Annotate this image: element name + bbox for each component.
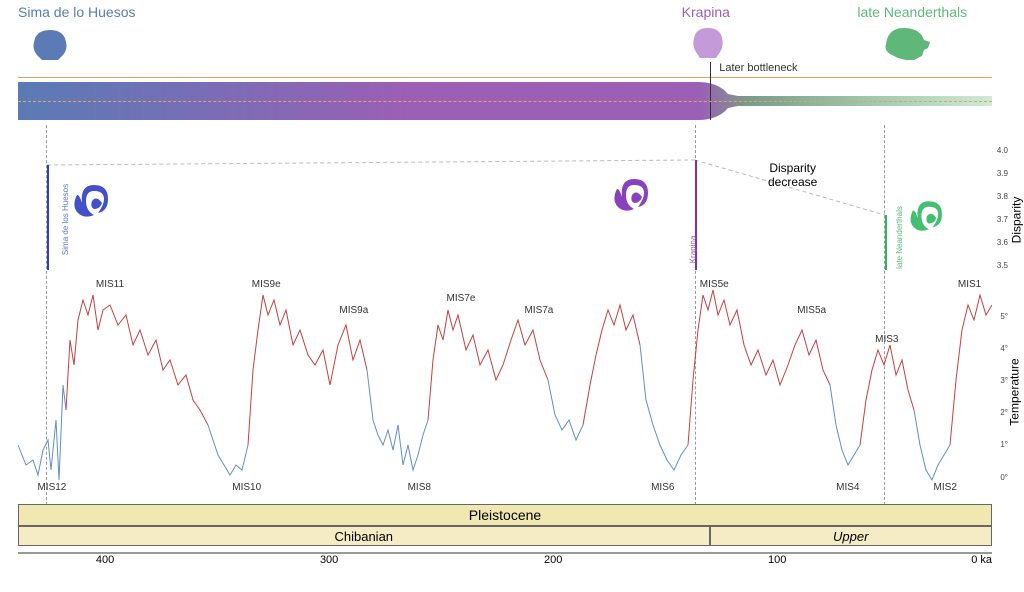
pleistocene-bar: Pleistocene bbox=[18, 504, 992, 526]
krapina-label: Krapina bbox=[682, 4, 730, 20]
mis-label: MIS8 bbox=[408, 482, 431, 493]
ka-label: 0 ka bbox=[971, 554, 992, 566]
mis-label: MIS9e bbox=[252, 279, 281, 290]
temperature-curve bbox=[18, 270, 992, 500]
krapina-sample-label: Krapina bbox=[689, 236, 698, 264]
mis-label: MIS3 bbox=[875, 334, 898, 345]
sima-label: Sima de lo Huesos bbox=[18, 4, 136, 20]
disparity-section: 3.5 3.6 3.7 3.8 3.9 4.0 Disparity Sima d… bbox=[18, 155, 992, 270]
mis-label: MIS9a bbox=[339, 305, 368, 316]
skull-icon-krapina bbox=[686, 24, 730, 64]
upper-bar: Upper bbox=[710, 526, 992, 546]
cochlea-icon-late-n bbox=[899, 190, 955, 246]
geological-time-bar: Pleistocene Chibanian Upper bbox=[18, 504, 992, 546]
late-n-label: late Neanderthals bbox=[857, 4, 967, 20]
cochlea-icon-sima bbox=[62, 173, 122, 233]
mis-label: MIS2 bbox=[934, 482, 957, 493]
bottleneck-label: Later bottleneck bbox=[719, 62, 797, 74]
disparity-decrease-text: Disparity decrease bbox=[768, 161, 817, 189]
mis-label: MIS12 bbox=[37, 482, 66, 493]
mis-label: MIS5e bbox=[700, 279, 729, 290]
disparity-axis-label: Disparity bbox=[1010, 196, 1024, 243]
mis-label: MIS5a bbox=[797, 305, 826, 316]
temperature-axis-label: Temperature bbox=[1007, 358, 1021, 425]
mis-label: MIS6 bbox=[651, 482, 674, 493]
skull-icon-late-n bbox=[880, 22, 936, 64]
chibanian-bar: Chibanian bbox=[18, 526, 710, 546]
top-labels: Sima de lo Huesos Krapina late Neanderth… bbox=[18, 4, 994, 24]
temperature-section: MIS11 MIS12 MIS9e MIS9a MIS10 MIS7e MIS7a MIS8 M… bbox=[18, 270, 992, 500]
population-band: Later bottleneck bbox=[18, 80, 992, 120]
mis-label: MIS11 bbox=[96, 279, 124, 290]
mis-label: MIS7a bbox=[524, 305, 553, 316]
x-axis: 400 300 200 100 0 ka bbox=[18, 554, 992, 574]
mis-label: MIS7e bbox=[447, 293, 476, 304]
skull-icon-sima bbox=[26, 24, 74, 64]
cochlea-icon-krapina bbox=[602, 167, 662, 227]
mis-label: MIS1 bbox=[958, 279, 981, 290]
mis-label: MIS10 bbox=[232, 482, 261, 493]
mis-label: MIS4 bbox=[836, 482, 859, 493]
